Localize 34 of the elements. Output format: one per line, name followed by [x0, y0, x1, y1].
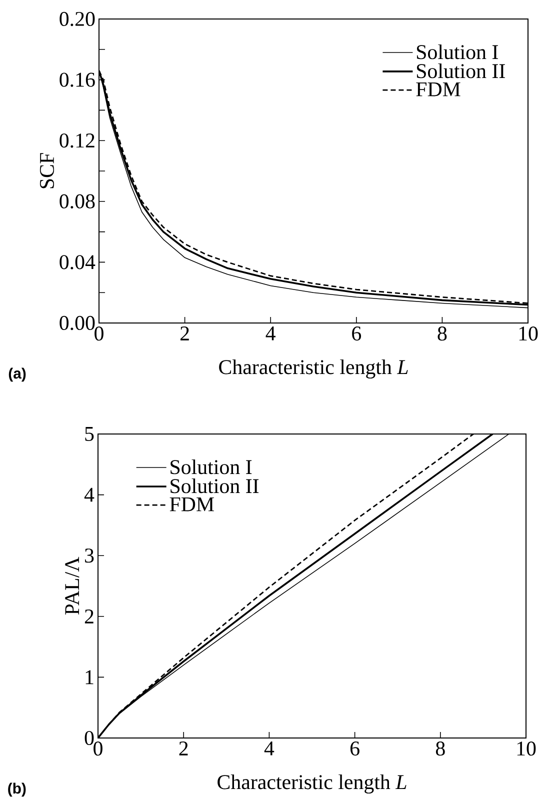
- y-axis-title: SCF: [40, 153, 54, 188]
- y-axis-title: PAL/Λ: [65, 556, 80, 615]
- x-tick-label: 4: [264, 742, 274, 756]
- x-tick-label: 6: [352, 326, 362, 341]
- x-tick-label: 6: [350, 742, 360, 756]
- x-tick-label: 10: [517, 742, 536, 756]
- x-axis-title: Characteristic length L: [219, 359, 408, 379]
- legend-label: Solution II: [416, 63, 505, 78]
- y-tick-label: 0.16: [60, 72, 95, 87]
- y-tick-label: 0.00: [60, 316, 95, 330]
- x-tick-label: 2: [179, 742, 188, 756]
- text: (a): [8, 368, 26, 382]
- y-tick-label: 2: [84, 609, 94, 624]
- y-tick-label: 4: [84, 488, 94, 502]
- y-tick-label: 3: [85, 548, 94, 563]
- x-tick-label: 4: [266, 326, 276, 340]
- y-tick-label: 0.08: [60, 194, 95, 208]
- y-tick-label: 5: [85, 427, 94, 441]
- x-tick-label: 10: [519, 326, 538, 341]
- legend-label: FDM: [416, 82, 460, 96]
- x-tick-label: 2: [180, 326, 189, 340]
- legend-label: Solution I: [416, 44, 498, 60]
- text: (b): [8, 782, 26, 797]
- y-tick-label: 0: [84, 730, 94, 746]
- y-tick-label: 0.04: [60, 255, 96, 270]
- y-tick-label: 0.12: [60, 133, 94, 148]
- legend-label: FDM: [170, 497, 214, 512]
- x-axis-title: Characteristic length L: [218, 774, 406, 794]
- legend-label: Solution I: [170, 459, 252, 474]
- x-tick-label: 8: [436, 742, 445, 756]
- legend-label: Solution II: [170, 478, 259, 494]
- y-tick-label: 1: [86, 670, 94, 684]
- x-tick-label: 8: [438, 326, 447, 341]
- y-tick-label: 0.20: [60, 12, 95, 26]
